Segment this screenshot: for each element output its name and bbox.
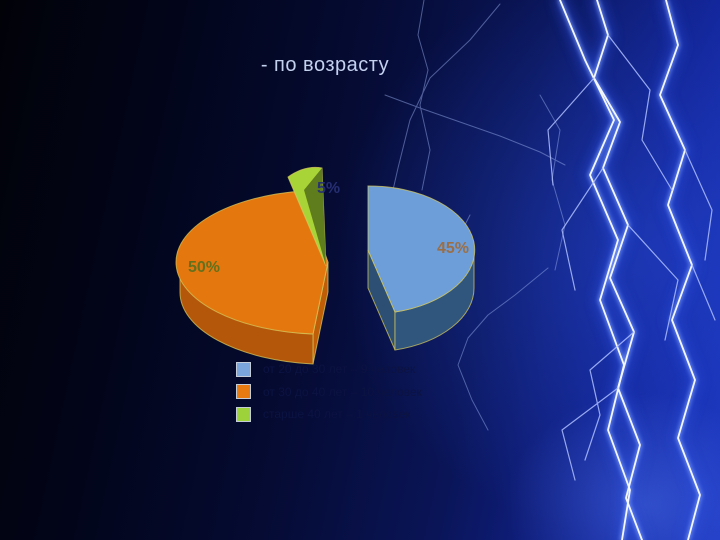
legend-label: от 20 до 30 лет – 9 человек	[263, 362, 416, 377]
legend-label: от 30 до 40 лет – 10 человек	[263, 384, 422, 399]
legend-item-green: старше 40 лет – 1 человек	[236, 403, 422, 426]
pie-slice-green-side	[304, 168, 326, 266]
chart-legend: от 20 до 30 лет – 9 человек от 30 до 40 …	[236, 358, 422, 426]
pie-label-blue-percent: 45%	[437, 240, 469, 257]
pie-slice-orange-top	[175, 190, 329, 335]
legend-swatch-orange	[236, 384, 251, 400]
pie-label-orange-percent: 50%	[188, 259, 220, 276]
pie-slice-blue	[367, 185, 476, 351]
slide-title: - по возрасту	[260, 54, 390, 76]
legend-label: старше 40 лет – 1 человек	[263, 407, 411, 422]
pie-slice-blue-top	[367, 185, 476, 313]
legend-swatch-green	[236, 406, 251, 422]
pie-slice-orange	[175, 190, 329, 365]
lightning-branches	[547, 34, 716, 481]
pie-label-green-percent: 5%	[317, 180, 340, 197]
legend-item-blue: от 20 до 30 лет – 9 человек	[236, 358, 422, 381]
legend-swatch-blue	[236, 361, 251, 377]
pie-slice-green	[287, 166, 327, 267]
legend-item-orange: от 30 до 40 лет – 10 человек	[236, 381, 422, 404]
